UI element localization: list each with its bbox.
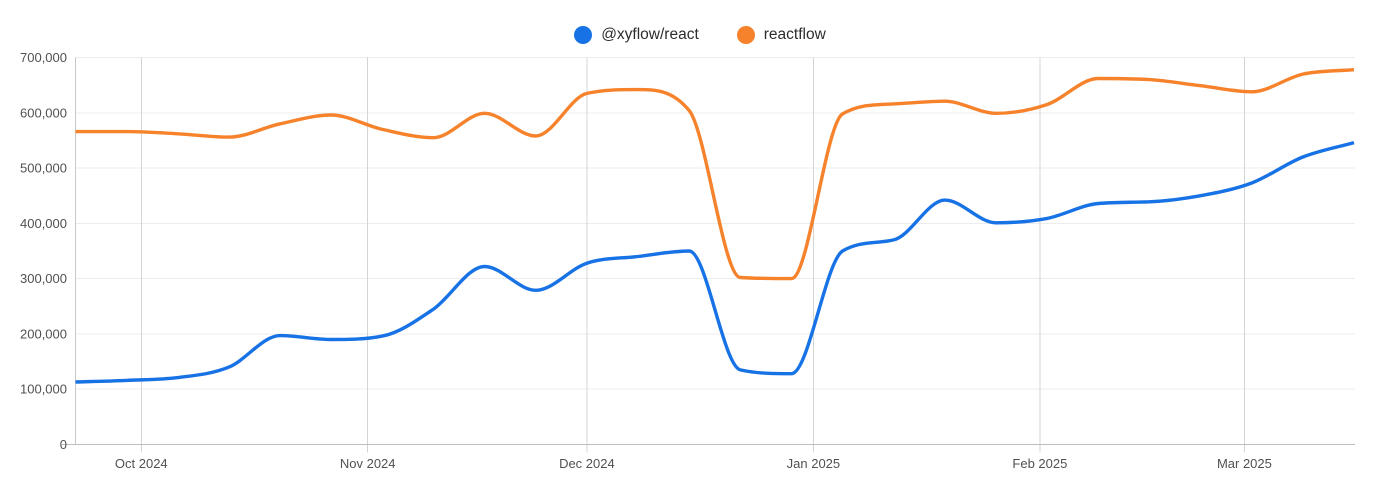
legend-label-xyflow-react: @xyflow/react	[601, 26, 699, 43]
legend-dot-reactflow	[736, 26, 755, 44]
series-line-reactflow	[75, 68, 1355, 281]
y-tick-label: 400,000	[20, 216, 67, 231]
x-tick-label: Mar 2025	[1217, 456, 1272, 471]
y-tick-label: 100,000	[20, 382, 67, 397]
legend-item-xyflow-react[interactable]: @xyflow/react	[574, 26, 699, 44]
y-tick-label: 700,000	[20, 50, 67, 65]
x-tick-label: Jan 2025	[787, 456, 841, 471]
chart-legend: @xyflow/react reactflow	[0, 26, 1400, 44]
legend-dot-xyflow-react	[574, 26, 593, 44]
x-tick-label: Oct 2024	[115, 456, 168, 471]
y-tick-label: 200,000	[20, 326, 67, 341]
series-line-xyflow-react	[75, 140, 1355, 384]
y-tick-label: 0	[60, 437, 67, 452]
x-tick-label: Dec 2024	[559, 456, 615, 471]
y-tick-label: 600,000	[20, 105, 67, 120]
x-tick-label: Feb 2025	[1012, 456, 1067, 471]
y-tick-label: 500,000	[20, 161, 67, 176]
legend-label-reactflow: reactflow	[763, 26, 826, 43]
x-tick-label: Nov 2024	[340, 456, 396, 471]
legend-item-reactflow[interactable]: reactflow	[736, 26, 826, 44]
y-tick-label: 300,000	[20, 271, 67, 286]
